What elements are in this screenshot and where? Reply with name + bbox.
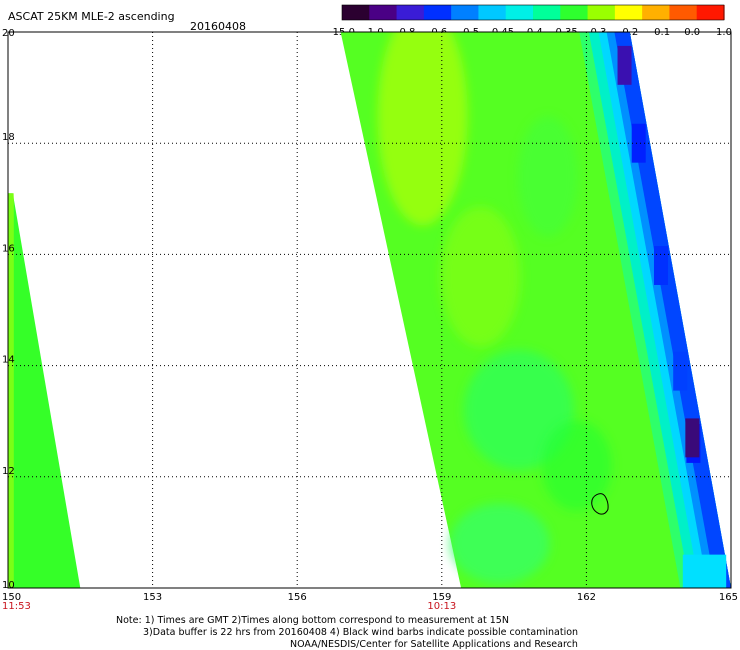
colorbar-segment: [587, 5, 616, 20]
colorbar-segment: [478, 5, 507, 20]
colorbar-segment: [669, 5, 698, 20]
note-line-2: 3)Data buffer is 22 hrs from 20160408 4)…: [143, 627, 579, 638]
swath-east-edge-band: [614, 32, 731, 588]
colorbar-segment: [642, 5, 671, 20]
x-tick-label: 162: [577, 592, 596, 603]
x-tick-label: 150: [2, 592, 21, 603]
colorbar-segment: [533, 5, 561, 20]
chart-date: 20160408: [190, 20, 246, 33]
y-tick-label: 20: [2, 28, 15, 39]
swath-west-edge: [8, 193, 14, 588]
contamination-contour: [591, 493, 609, 515]
y-tick-label: 16: [2, 243, 15, 254]
chart-title: ASCAT 25KM MLE-2 ascending: [8, 10, 175, 23]
swath-west: [8, 193, 81, 588]
colorbar-segment: [560, 5, 589, 20]
colorbar-segment: [396, 5, 425, 20]
swath-interior-patch: [541, 420, 612, 511]
x-tick-label: 165: [719, 592, 738, 603]
y-tick-label: 10: [2, 580, 15, 591]
grid-lines: [8, 32, 731, 588]
contour-layer: [591, 493, 609, 515]
colorbar: [341, 4, 725, 21]
plot-frame: [7, 31, 732, 589]
time-label: 10:13: [427, 601, 456, 612]
x-tick-label: 156: [288, 592, 307, 603]
y-tick-label: 12: [2, 466, 15, 477]
note-line-1: Note: 1) Times are GMT 2)Times along bot…: [116, 615, 509, 626]
y-tick-labels: 20 18 16 14 12 10: [2, 28, 15, 591]
swath-layer: [8, 32, 731, 588]
time-labels: 11:53 10:13: [2, 601, 456, 612]
y-tick-label: 18: [2, 132, 15, 143]
x-tick-label: 153: [143, 592, 162, 603]
x-tick-label: 159: [432, 592, 451, 603]
swath-east-core: [685, 418, 700, 458]
swath-east-core: [673, 351, 688, 391]
swath-interior-patch: [449, 503, 550, 584]
swath-interior-patch: [377, 32, 468, 226]
x-tick-labels: 150 153 156 159 162 165: [2, 592, 738, 603]
note-line-3: NOAA/NESDIS/Center for Satellite Applica…: [290, 639, 578, 650]
swath-interior-patch: [517, 116, 578, 237]
swath-interior-patch: [463, 350, 574, 471]
y-tick-label: 14: [2, 355, 15, 366]
colorbar-segment: [342, 5, 370, 20]
swath-east-tail: [682, 554, 727, 588]
swath-interior-patch: [440, 206, 521, 347]
swath-east-core: [617, 45, 632, 85]
time-label: 11:53: [2, 601, 31, 612]
axes: [7, 31, 732, 589]
colorbar-segment: [696, 5, 725, 20]
colorbar-segment: [505, 5, 534, 20]
swath-east-core: [631, 123, 646, 163]
swath-east-core: [653, 246, 668, 285]
plot-area: [8, 32, 731, 588]
colorbar-frame: [341, 4, 725, 21]
colorbar-segment: [423, 5, 452, 20]
colorbar-segment: [451, 5, 480, 20]
colorbar-segment: [369, 5, 398, 20]
colorbar-segment: [614, 5, 643, 20]
